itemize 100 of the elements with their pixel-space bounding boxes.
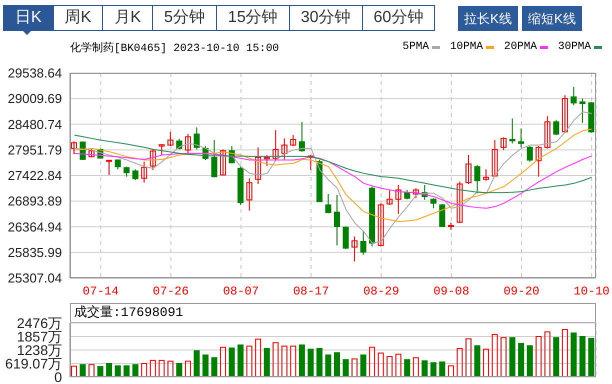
candlestick bbox=[404, 189, 410, 200]
bar bbox=[509, 337, 516, 377]
bar bbox=[272, 342, 279, 377]
candlestick bbox=[141, 161, 148, 184]
x-tick-label: 09-20 bbox=[503, 284, 540, 299]
y-tick-label: 26364.94 bbox=[8, 219, 62, 234]
text: 缩短K线 bbox=[522, 6, 582, 31]
bar bbox=[176, 363, 182, 377]
bar bbox=[474, 345, 480, 377]
bar bbox=[483, 348, 490, 377]
y-tick-label: 27951.79 bbox=[8, 142, 62, 158]
candlestick bbox=[492, 140, 498, 178]
bar bbox=[342, 359, 349, 377]
bar bbox=[492, 334, 498, 377]
candlestick bbox=[518, 128, 524, 148]
text: 30分钟 bbox=[300, 9, 351, 26]
text: 拉长K线 bbox=[458, 6, 518, 31]
bar bbox=[202, 354, 208, 377]
legend-label: 5PMA bbox=[402, 41, 429, 53]
bar bbox=[80, 364, 86, 377]
candlestick bbox=[334, 194, 340, 246]
candlestick bbox=[124, 166, 130, 178]
candlestick bbox=[167, 131, 174, 147]
candlestick bbox=[158, 144, 165, 156]
candlestick bbox=[544, 116, 550, 149]
y-tick-label: 29009.69 bbox=[8, 91, 62, 106]
x-tick-label: 08-29 bbox=[363, 284, 400, 299]
line-series bbox=[74, 128, 592, 222]
bar bbox=[404, 359, 410, 377]
candlestick bbox=[281, 138, 288, 160]
legend-label: 30PMA bbox=[558, 41, 591, 53]
y-tick-label: 2476万 bbox=[16, 314, 62, 331]
bar bbox=[194, 350, 200, 377]
bar bbox=[456, 348, 463, 377]
bar bbox=[570, 332, 577, 377]
bar bbox=[106, 363, 112, 377]
x-tick-label: 10-10 bbox=[574, 284, 610, 299]
text: 15分钟 bbox=[228, 9, 278, 26]
bar bbox=[334, 352, 340, 377]
y-tick-label: 28480.74 bbox=[8, 116, 62, 132]
bar bbox=[246, 346, 252, 377]
candlestick bbox=[106, 160, 112, 176]
candlestick bbox=[132, 168, 138, 180]
bar bbox=[238, 344, 244, 377]
bar bbox=[395, 354, 402, 377]
candlestick bbox=[579, 98, 586, 124]
candlestick bbox=[352, 236, 358, 262]
bar bbox=[579, 336, 586, 377]
line-series bbox=[74, 134, 592, 194]
bar bbox=[158, 360, 165, 377]
candlestick bbox=[150, 148, 156, 171]
candlestick bbox=[360, 230, 366, 256]
bar bbox=[167, 360, 174, 377]
x-tick-label: 07-14 bbox=[82, 284, 119, 299]
candlestick bbox=[395, 184, 402, 214]
bar bbox=[352, 358, 358, 377]
candlestick bbox=[500, 136, 507, 151]
candlestick bbox=[386, 189, 393, 206]
bar bbox=[466, 338, 472, 377]
bar bbox=[544, 331, 550, 377]
y-tick-label: 27422.84 bbox=[8, 168, 62, 184]
bar bbox=[71, 366, 77, 377]
chart-title: 成交量:17698091 bbox=[70, 303, 596, 323]
legend-label: 20PMA bbox=[504, 41, 537, 53]
bar bbox=[518, 342, 524, 377]
candlestick bbox=[439, 203, 446, 228]
bar bbox=[588, 338, 594, 377]
candlestick bbox=[474, 164, 480, 194]
candlestick bbox=[325, 193, 332, 214]
candlestick bbox=[246, 178, 252, 212]
bar bbox=[114, 365, 121, 377]
candlestick bbox=[483, 168, 490, 182]
bar bbox=[88, 364, 95, 377]
bar bbox=[369, 346, 376, 377]
bar bbox=[412, 357, 419, 377]
bar bbox=[325, 354, 332, 377]
candlestick bbox=[570, 86, 577, 106]
candlestick bbox=[194, 126, 200, 150]
bar bbox=[448, 365, 454, 377]
bar bbox=[141, 363, 148, 377]
bar bbox=[422, 360, 428, 377]
bar bbox=[439, 361, 446, 377]
bar bbox=[220, 346, 226, 377]
bar bbox=[150, 360, 156, 377]
bar bbox=[360, 354, 366, 377]
x-tick-label: 07-26 bbox=[152, 284, 189, 299]
bar bbox=[298, 344, 305, 377]
y-tick-label: 25307.04 bbox=[8, 270, 62, 286]
bar bbox=[316, 348, 322, 377]
candlestick bbox=[308, 154, 314, 171]
bar bbox=[97, 366, 104, 377]
x-tick-label: 08-17 bbox=[293, 284, 330, 299]
bar bbox=[124, 365, 130, 377]
bar bbox=[281, 346, 288, 377]
candlestick bbox=[536, 146, 542, 178]
legend-label: 10PMA bbox=[450, 41, 483, 53]
y-tick-label: 25835.99 bbox=[8, 244, 62, 260]
candlestick bbox=[342, 226, 349, 250]
bar bbox=[378, 352, 384, 377]
text: 5分钟 bbox=[164, 9, 205, 26]
